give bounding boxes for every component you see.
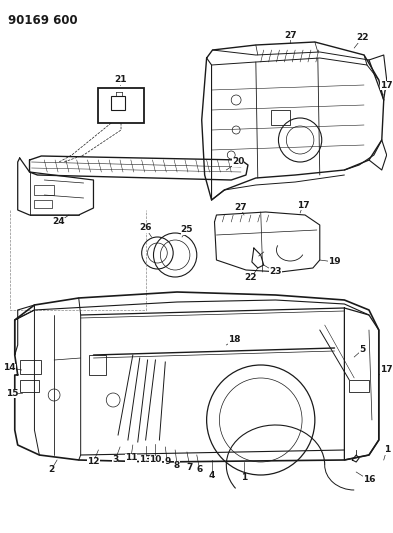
Text: 27: 27 — [234, 203, 246, 212]
Text: 8: 8 — [174, 461, 180, 470]
Text: 19: 19 — [328, 257, 341, 266]
Text: 17: 17 — [380, 366, 393, 375]
Text: 17: 17 — [380, 80, 393, 90]
Text: 7: 7 — [187, 463, 193, 472]
Text: 15: 15 — [6, 389, 18, 398]
Bar — [349, 380, 369, 392]
Text: 10: 10 — [149, 456, 162, 464]
Text: 22: 22 — [245, 273, 257, 282]
Text: 6: 6 — [196, 465, 203, 474]
Text: 90169 600: 90169 600 — [8, 14, 77, 27]
Bar — [35, 200, 52, 208]
Bar — [271, 110, 290, 125]
Bar — [111, 96, 125, 110]
Text: 5: 5 — [359, 345, 365, 354]
Text: 21: 21 — [114, 76, 126, 85]
Bar — [20, 360, 41, 374]
Bar — [20, 380, 39, 392]
Text: 13: 13 — [140, 456, 152, 464]
Text: 14: 14 — [4, 364, 16, 373]
Text: 2: 2 — [48, 465, 54, 474]
Text: 16: 16 — [363, 475, 375, 484]
Text: 18: 18 — [228, 335, 241, 344]
Text: 24: 24 — [53, 217, 65, 227]
Text: 20: 20 — [232, 157, 244, 166]
Text: 4: 4 — [208, 471, 215, 480]
Bar — [88, 355, 106, 375]
Text: 1: 1 — [384, 446, 390, 455]
Text: 3: 3 — [112, 456, 118, 464]
Text: 1: 1 — [241, 473, 247, 482]
Text: 12: 12 — [87, 457, 100, 466]
Text: 26: 26 — [140, 223, 152, 232]
Bar — [35, 185, 54, 195]
Text: 23: 23 — [269, 268, 282, 277]
Text: 25: 25 — [181, 225, 193, 235]
Text: 27: 27 — [284, 30, 297, 39]
Bar — [98, 88, 144, 123]
Text: 11: 11 — [125, 454, 137, 463]
Text: 9: 9 — [164, 457, 171, 466]
Text: 17: 17 — [297, 200, 309, 209]
Text: 22: 22 — [356, 34, 368, 43]
